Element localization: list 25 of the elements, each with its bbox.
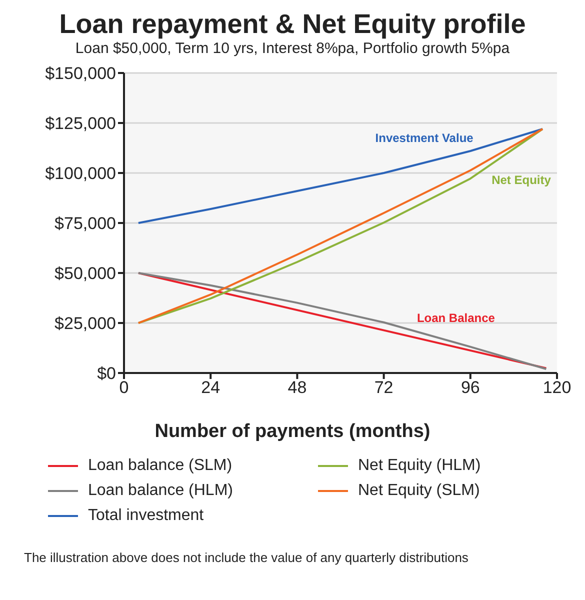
annotation: Loan Balance — [416, 311, 496, 326]
legend-label: Total investment — [88, 506, 204, 524]
chart-title: Loan repayment & Net Equity profile — [58, 8, 527, 40]
chart-subtitle: Loan $50,000, Term 10 yrs, Interest 8%pa, Portfolio growth 5%pa — [74, 40, 511, 57]
x-tick-label: 24 — [201, 378, 220, 398]
x-tick-label: 96 — [460, 378, 480, 398]
y-tick-label: $100,000 — [45, 164, 116, 184]
annotation: Net Equity — [492, 173, 552, 188]
y-tick-label: $75,000 — [54, 214, 116, 234]
x-tick-label: 72 — [374, 378, 394, 398]
x-axis-title: Number of payments (months) — [154, 421, 432, 443]
y-tick-label: $50,000 — [54, 264, 116, 284]
x-tick-label: 120 — [542, 378, 572, 398]
annotation: Investment Value — [375, 131, 474, 146]
legend-label: Loan balance (HLM) — [88, 482, 233, 500]
y-tick-label: $25,000 — [54, 314, 116, 334]
legend-label: Loan balance (SLM) — [88, 456, 232, 474]
y-tick-label: $150,000 — [45, 64, 116, 84]
legend-label: Net Equity (SLM) — [358, 482, 480, 500]
y-tick-label: $0 — [97, 364, 116, 384]
x-tick-label: 48 — [288, 378, 307, 398]
legend-label: Net Equity (HLM) — [358, 456, 481, 474]
y-tick-label: $125,000 — [45, 114, 116, 134]
x-tick-label: 0 — [119, 378, 129, 398]
text: The illustration above does not include the value of any quarterly distributions — [24, 550, 470, 565]
